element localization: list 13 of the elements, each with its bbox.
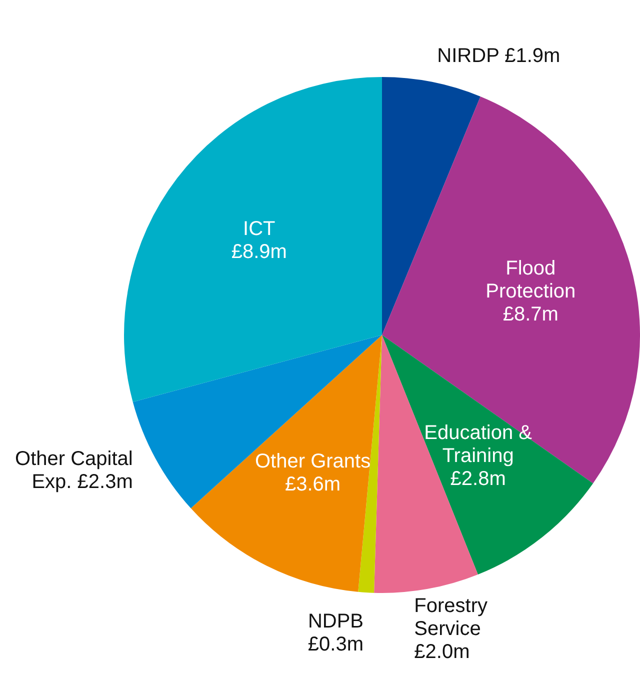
slice-label: NDPB: [308, 610, 364, 633]
data-label: £2.8m: [450, 468, 506, 490]
slice-label: ICT: [243, 218, 276, 240]
data-label: £8.9m: [231, 240, 287, 263]
slice-label: Other Grants: [254, 450, 371, 472]
data-label: £2.0m: [414, 641, 470, 664]
slice-label: NIRDP £1.9m: [437, 45, 560, 68]
data-label: £8.7m: [502, 303, 558, 326]
slice-label: Flood Protection: [486, 257, 576, 302]
slice-label: Other Capital Exp. £2.3m: [15, 448, 133, 493]
slice-label: Forestry Service: [414, 595, 488, 640]
data-label: £0.3m: [308, 634, 364, 656]
data-label: £3.6m: [284, 473, 341, 496]
